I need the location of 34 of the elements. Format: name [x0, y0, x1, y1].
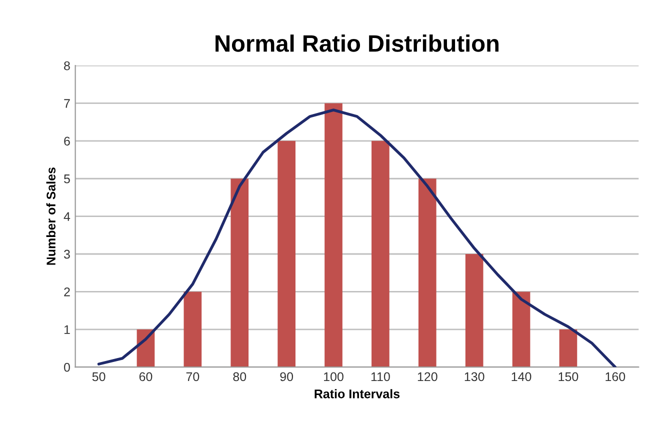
y-tick-label: 5 — [64, 174, 70, 184]
y-tick-label: 6 — [64, 136, 70, 146]
bar — [230, 178, 249, 368]
x-tick-label: 90 — [280, 372, 294, 382]
x-axis-title: Ratio Intervals — [314, 389, 400, 398]
y-tick-label: 0 — [64, 362, 70, 372]
x-tick-label: 130 — [464, 372, 484, 382]
x-tick-label: 60 — [139, 372, 152, 382]
chart-title: Normal Ratio Distribution — [216, 34, 498, 52]
y-tick-label: 4 — [64, 212, 70, 221]
y-tick-label: 1 — [64, 325, 70, 334]
bar — [372, 140, 390, 368]
y-tick-label: 3 — [64, 250, 70, 259]
x-tick-label: 160 — [606, 372, 626, 382]
y-tick-label: 8 — [64, 61, 70, 70]
x-tick-label: 150 — [558, 372, 578, 382]
x-tick-label: 110 — [371, 372, 390, 382]
bar — [559, 329, 578, 368]
bar — [465, 254, 484, 368]
x-tick-label: 120 — [418, 372, 438, 382]
bar — [512, 292, 530, 368]
line-series — [97, 108, 617, 368]
bar — [418, 178, 436, 368]
x-tick-label: 140 — [512, 372, 532, 382]
bar — [184, 292, 202, 368]
y-axis-title: Number of Sales — [46, 168, 56, 265]
y-tick-label: 7 — [64, 99, 70, 108]
x-tick-label: 70 — [186, 372, 200, 382]
y-tick-label: 2 — [64, 288, 70, 296]
bar — [324, 103, 342, 368]
x-tick-label: 100 — [324, 372, 344, 382]
x-tick-label: 50 — [92, 372, 106, 382]
x-tick-label: 80 — [233, 372, 246, 382]
bar — [278, 140, 296, 368]
